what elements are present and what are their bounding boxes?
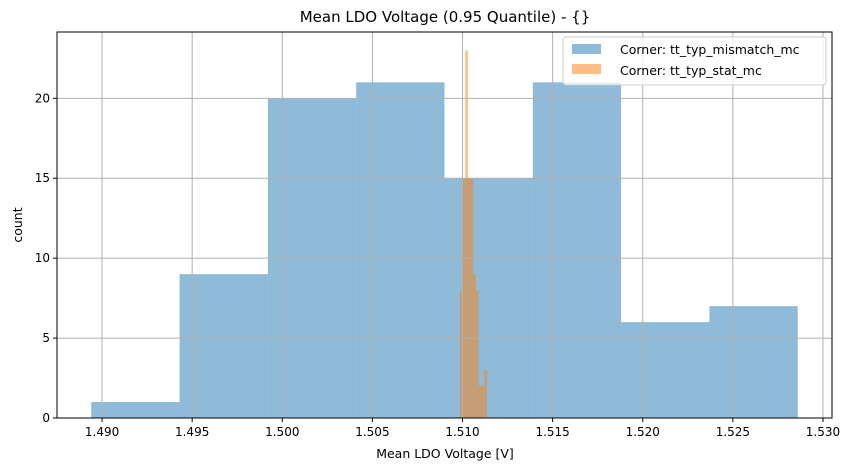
x-tick-label: 1.525 — [716, 425, 750, 439]
histogram-bar — [484, 370, 487, 418]
x-tick-label: 1.505 — [355, 425, 389, 439]
histogram-bar — [709, 306, 798, 418]
chart-title: Mean LDO Voltage (0.95 Quantile) - {} — [300, 8, 591, 26]
y-axis-label: count — [10, 207, 25, 242]
histogram-bar — [459, 290, 463, 418]
x-tick-label: 1.530 — [806, 425, 840, 439]
legend-box — [562, 36, 827, 86]
histogram-bar — [481, 386, 485, 418]
histogram-bar — [179, 274, 268, 418]
histogram-bar — [462, 178, 466, 418]
histogram-bar — [621, 322, 710, 418]
y-axis-ticks: 0 5 10 15 20 — [35, 91, 57, 425]
axes-frame — [56, 31, 833, 419]
x-tick-label: 1.495 — [175, 425, 209, 439]
plot-area: 1.490 1.495 1.500 1.505 1.510 1.515 1.520 1.525… — [35, 31, 840, 439]
histogram-bar — [476, 290, 479, 418]
histogram-bar — [470, 178, 474, 418]
legend-label-mismatch: Corner: tt_typ_mismatch_mc — [620, 42, 800, 57]
y-tick-label: 15 — [35, 171, 50, 185]
x-tick-label: 1.500 — [265, 425, 299, 439]
x-axis-label: Mean LDO Voltage [V] — [376, 446, 514, 461]
histogram-bar — [465, 50, 468, 418]
legend-label-stat: Corner: tt_typ_stat_mc — [620, 63, 762, 78]
x-tick-label: 1.510 — [445, 425, 479, 439]
legend-swatch-stat — [572, 64, 601, 74]
y-tick-label: 0 — [42, 411, 50, 425]
x-tick-label: 1.520 — [626, 425, 660, 439]
histogram-bar — [478, 386, 482, 418]
histogram-bar — [532, 82, 622, 418]
legend-swatch-mismatch — [572, 44, 601, 54]
histogram-bar — [467, 178, 471, 418]
histogram-bar — [356, 82, 445, 418]
x-tick-label: 1.515 — [535, 425, 569, 439]
y-tick-label: 10 — [35, 251, 50, 265]
histogram-bar — [444, 178, 533, 418]
x-tick-label: 1.490 — [85, 425, 119, 439]
legend: Corner: tt_typ_mismatch_mc Corner: tt_ty… — [562, 36, 827, 86]
y-tick-label: 20 — [35, 91, 50, 105]
y-tick-label: 5 — [42, 331, 50, 345]
x-axis-ticks: 1.490 1.495 1.500 1.505 1.510 1.515 1.520 1.525… — [85, 418, 840, 439]
histogram-bar — [91, 402, 180, 418]
histogram-bar — [473, 274, 477, 418]
